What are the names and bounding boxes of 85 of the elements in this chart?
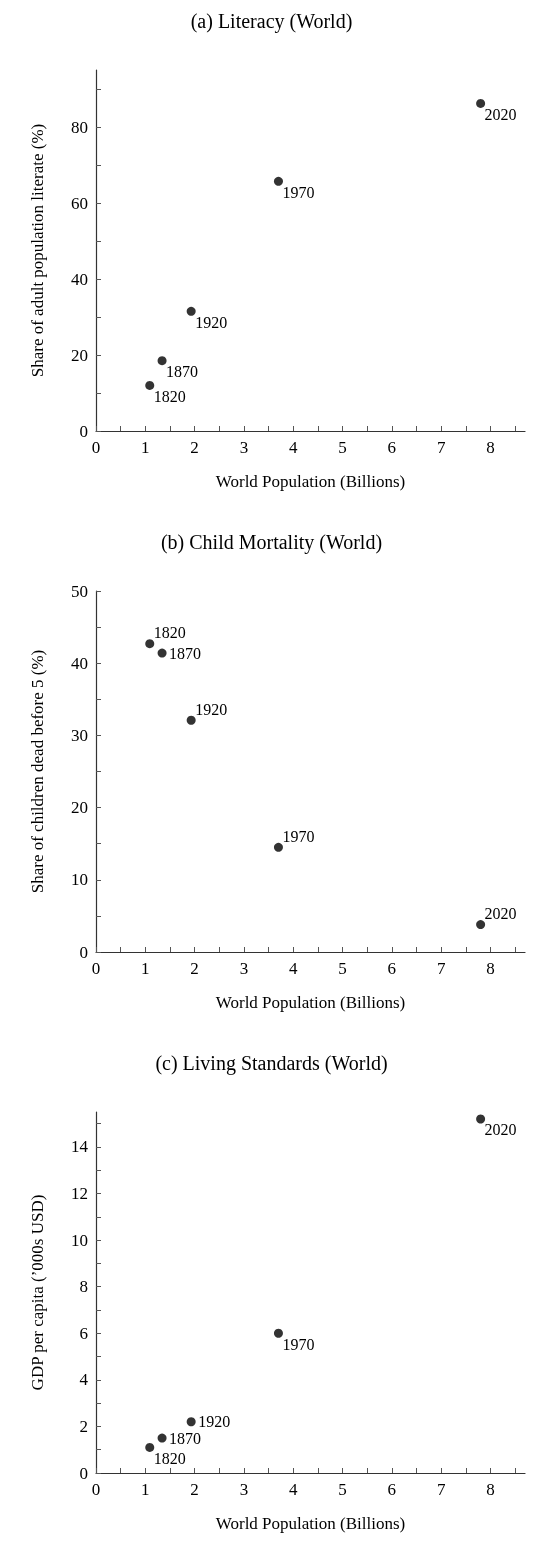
- point: [157, 356, 167, 366]
- annotation: 2020: [484, 1121, 517, 1139]
- point: [145, 639, 155, 649]
- annotation: 1970: [282, 183, 315, 201]
- point: [273, 1328, 283, 1338]
- x-tick-label: 1: [141, 959, 150, 978]
- x-tick-label: 6: [387, 959, 397, 978]
- y-tick-label: 40: [71, 653, 88, 673]
- point: [186, 1417, 196, 1427]
- y-tick-label: 0: [79, 1463, 88, 1483]
- point: [186, 715, 196, 725]
- annotation: 2020: [484, 905, 517, 923]
- x-tick-label: 5: [338, 1480, 347, 1499]
- x-tick-label: 4: [288, 959, 298, 978]
- annotation: 1820: [153, 624, 186, 642]
- point: [186, 306, 196, 316]
- annotation: 1920: [195, 313, 228, 331]
- x-tick-label: 0: [91, 1480, 101, 1499]
- x-tick-label: 8: [486, 438, 495, 457]
- point: [157, 648, 167, 658]
- annotation: 1820: [153, 1449, 186, 1467]
- annotation: 1920: [198, 1413, 231, 1431]
- x-tick-label: 0: [91, 959, 101, 978]
- y-tick-label: 40: [71, 269, 88, 289]
- x-tick-label: 6: [387, 1480, 397, 1499]
- y-tick-label: 4: [79, 1370, 89, 1390]
- x-tick-label: 4: [288, 438, 298, 457]
- x-tick-label: 2: [190, 1480, 199, 1499]
- annotation: 1820: [153, 387, 186, 405]
- point: [273, 176, 283, 186]
- x-tick-label: 7: [436, 1480, 446, 1499]
- x-tick-label: 8: [486, 959, 495, 978]
- point: [476, 1114, 486, 1124]
- y-axis-title: Share of adult population literate (%): [28, 123, 47, 378]
- point: [145, 380, 155, 390]
- annotation: 1920: [195, 700, 228, 718]
- y-tick-label: 6: [79, 1323, 88, 1343]
- annotation: 1870: [169, 644, 202, 662]
- y-tick-label: 20: [71, 345, 88, 365]
- annotation: 1870: [166, 363, 199, 381]
- point: [476, 98, 486, 108]
- x-tick-label: 7: [436, 438, 446, 457]
- annotation: 1870: [169, 1429, 202, 1447]
- x-tick-label: 2: [190, 959, 199, 978]
- y-axis-title: GDP per capita (’000s USD): [28, 1194, 47, 1391]
- point: [273, 842, 283, 852]
- x-tick-label: 8: [486, 1480, 495, 1499]
- annotation: 1970: [282, 1335, 315, 1353]
- chart-title: (b) Child Mortality (World): [160, 531, 383, 554]
- x-tick-label: 5: [338, 959, 347, 978]
- y-tick-label: 10: [71, 1230, 88, 1250]
- x-tick-label: 3: [239, 1480, 249, 1499]
- y-tick-label: 8: [79, 1277, 88, 1297]
- y-tick-label: 50: [71, 581, 88, 601]
- x-axis-title: World Population (Billions): [215, 993, 406, 1012]
- y-tick-label: 30: [71, 725, 88, 745]
- y-tick-label: 60: [71, 193, 88, 213]
- x-tick-label: 1: [141, 1480, 150, 1499]
- x-tick-label: 0: [91, 438, 101, 457]
- point: [145, 1442, 155, 1452]
- x-tick-label: 5: [338, 438, 347, 457]
- annotation: 2020: [484, 105, 517, 123]
- point: [157, 1433, 167, 1443]
- x-tick-label: 3: [239, 438, 249, 457]
- y-tick-label: 0: [79, 942, 88, 962]
- y-tick-label: 12: [71, 1184, 88, 1204]
- chart-title: (a) Literacy (World): [190, 10, 353, 33]
- y-tick-label: 20: [71, 798, 88, 818]
- y-tick-label: 0: [79, 421, 88, 441]
- x-axis-title: World Population (Billions): [215, 1514, 406, 1533]
- y-tick-label: 14: [71, 1137, 89, 1157]
- x-tick-label: 3: [239, 959, 249, 978]
- x-tick-label: 6: [387, 438, 397, 457]
- x-axis-title: World Population (Billions): [215, 472, 406, 491]
- chart-title: (c) Living Standards (World): [155, 1052, 388, 1075]
- y-tick-label: 10: [71, 870, 88, 890]
- x-tick-label: 2: [190, 438, 199, 457]
- x-tick-label: 7: [436, 959, 446, 978]
- x-tick-label: 1: [141, 438, 150, 457]
- point: [476, 920, 486, 930]
- annotation: 1970: [282, 827, 315, 845]
- x-tick-label: 4: [288, 1480, 298, 1499]
- y-axis-title: Share of children dead before 5 (%): [28, 649, 47, 894]
- y-tick-label: 2: [79, 1416, 88, 1436]
- y-tick-label: 80: [71, 117, 88, 137]
